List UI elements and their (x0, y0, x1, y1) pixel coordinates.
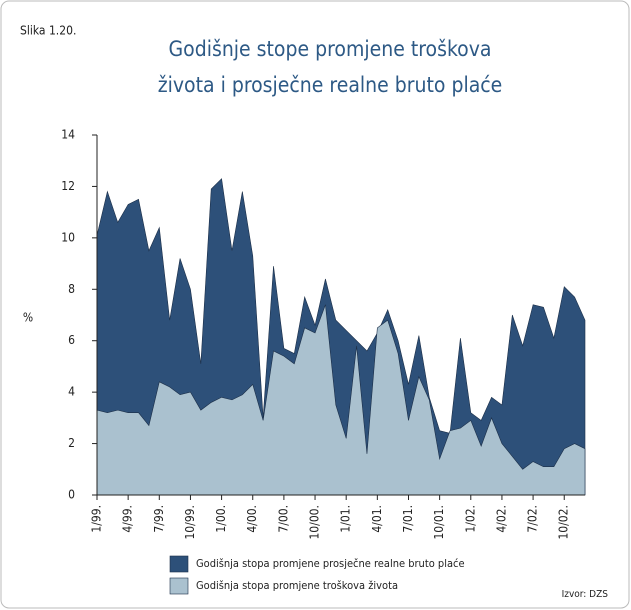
legend-swatch (169, 555, 189, 573)
y-tick-label: 8 (68, 282, 75, 296)
x-tick-label: 1/02. (463, 505, 477, 533)
source: Izvor: DZS (562, 589, 609, 600)
legend-label: Godišnja stopa promjene prosječne realne… (196, 557, 465, 570)
x-tick-label: 10/00. (308, 505, 322, 540)
x-tick-label: 4/00. (245, 505, 259, 533)
y-axis-label: % (23, 311, 33, 325)
x-tick-label: 4/02. (494, 505, 508, 533)
y-tick-label: 0 (68, 488, 75, 502)
legend-swatch (169, 577, 189, 595)
x-tick-label: 7/02. (526, 505, 540, 533)
x-tick-label: 7/00. (276, 505, 290, 533)
chart-title: Godišnje stope promjene troškova (169, 37, 492, 61)
x-tick-label: 10/01. (432, 505, 446, 540)
x-tick-label: 1/00. (214, 505, 228, 533)
x-tick-label: 10/99. (183, 505, 197, 540)
chart-title: života i prosječne realne bruto plaće (158, 73, 503, 97)
x-tick-label: 4/99. (121, 505, 135, 533)
y-tick-label: 2 (68, 436, 75, 450)
x-tick-label: 1/01. (339, 505, 353, 533)
x-tick-label: 7/01. (401, 505, 415, 533)
x-tick-label: 7/99. (152, 505, 166, 533)
y-tick-label: 14 (61, 128, 75, 142)
x-tick-label: 1/99. (90, 505, 104, 533)
area (96, 304, 586, 496)
y-tick-label: 10 (61, 230, 75, 244)
y-tick-label: 6 (68, 333, 75, 347)
y-tick-label: 12 (61, 179, 75, 193)
x-tick-label: 10/02. (557, 505, 571, 540)
y-tick-label: 4 (68, 385, 75, 399)
figure-label: Slika 1.20. (20, 24, 76, 38)
x-tick-label: 4/01. (370, 505, 384, 533)
legend-label: Godišnja stopa promjene troškova života (196, 579, 398, 592)
